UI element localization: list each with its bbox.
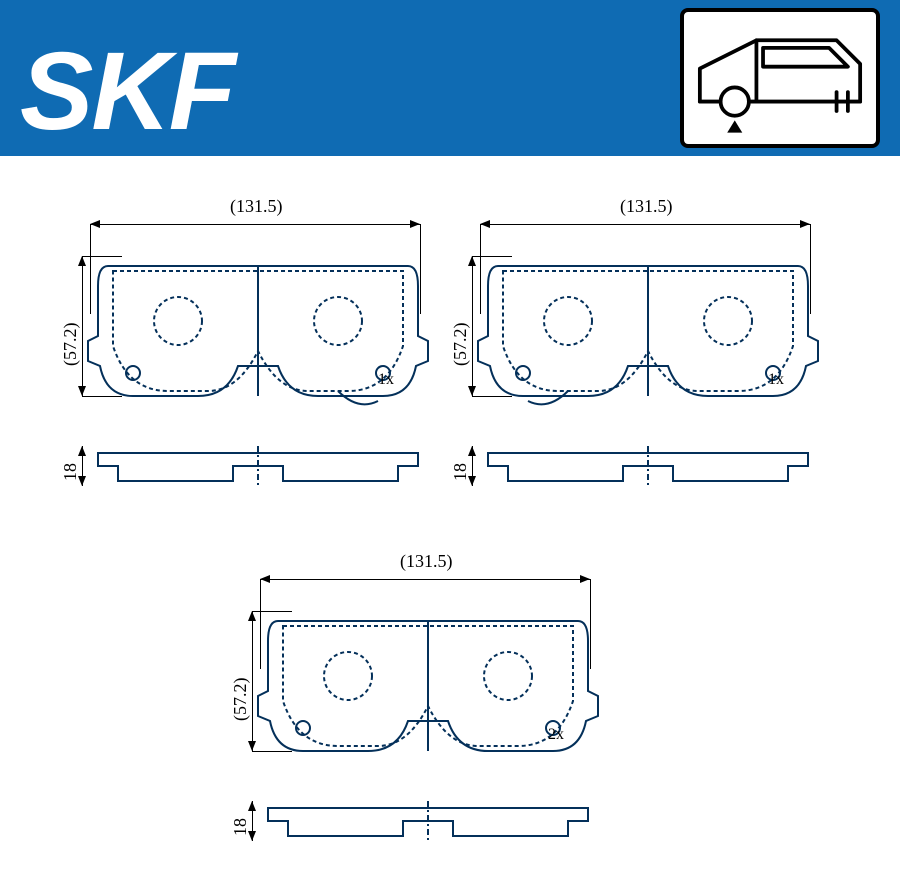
front-axle-icon xyxy=(680,8,880,148)
pad-front-1: 1x xyxy=(78,246,438,426)
pad-front-3: 2x xyxy=(248,601,608,781)
pad-view-1: (131.5) (57.2) 1x 18 xyxy=(60,196,450,506)
logo-text: SKF xyxy=(20,28,234,155)
qty-label-1: 1x xyxy=(378,371,394,388)
pad-side-2 xyxy=(468,441,828,491)
technical-drawing: (131.5) (57.2) 1x 18 xyxy=(0,156,900,887)
pad-side-1 xyxy=(78,441,438,491)
qty-label-2: 1x xyxy=(768,371,784,388)
width-dim-2: (131.5) xyxy=(620,196,673,217)
pad-view-3: (131.5) (57.2) 2x 18 xyxy=(230,551,620,861)
pad-side-3 xyxy=(248,796,608,846)
width-dim-1: (131.5) xyxy=(230,196,283,217)
qty-label-3: 2x xyxy=(548,726,564,743)
pad-front-2: 1x xyxy=(468,246,828,426)
width-dim-3: (131.5) xyxy=(400,551,453,572)
header-bar: SKF xyxy=(0,0,900,156)
pad-view-2: (131.5) (57.2) 1x 18 xyxy=(450,196,840,506)
